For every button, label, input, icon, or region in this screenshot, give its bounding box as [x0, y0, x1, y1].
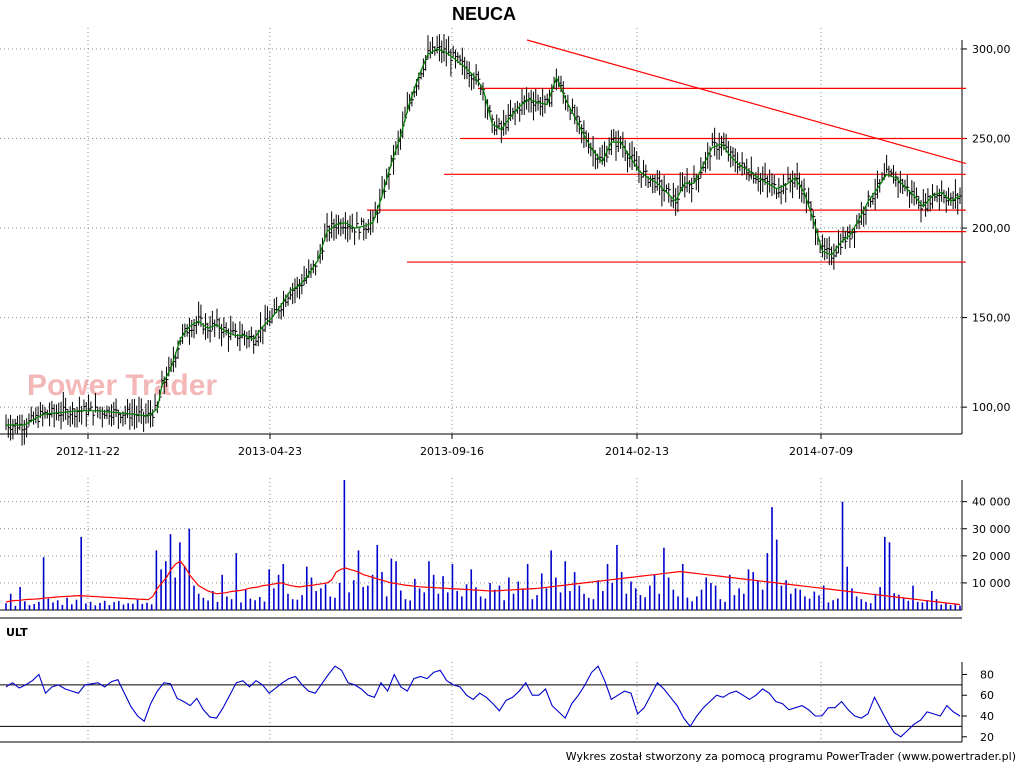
ult-panel: ULT 20 40 60 80 — [0, 626, 994, 744]
price-y-tick-label: 100,00 — [972, 401, 1011, 414]
price-line — [6, 48, 961, 426]
ult-label: ULT — [6, 626, 28, 639]
volume-y-tick-label: 20 000 — [972, 550, 1011, 563]
price-y-tick-label: 300,00 — [972, 43, 1011, 56]
ult-reference-lines — [0, 684, 962, 727]
ult-y-ticks: 20 40 60 80 — [962, 668, 994, 744]
ult-line — [5, 665, 961, 738]
ult-grid — [87, 662, 822, 742]
trendline-diagonal — [526, 39, 967, 165]
price-x-tick-label: 2014-02-13 — [605, 445, 669, 458]
volume-y-tick-label: 10 000 — [972, 577, 1011, 590]
volume-panel: 10 000 20 000 30 000 40 000 — [0, 478, 1011, 619]
volume-y-tick-label: 30 000 — [972, 523, 1011, 536]
price-y-tick-label: 150,00 — [972, 312, 1011, 325]
watermark-text: Power Trader — [27, 369, 217, 402]
price-x-tick-label: 2014-07-09 — [789, 445, 853, 458]
ult-y-tick-label: 80 — [980, 668, 994, 681]
price-x-tick-label: 2013-09-16 — [420, 445, 484, 458]
price-panel: 100,00 150,00 200,00 250,00 300,00 2012-11-2… — [0, 28, 1011, 458]
price-y-tick-label: 200,00 — [972, 222, 1011, 235]
volume-bars — [5, 480, 961, 610]
trendlines — [367, 39, 967, 263]
chart-title: NEUCA — [452, 4, 516, 24]
ult-y-tick-label: 60 — [980, 689, 994, 702]
volume-y-tick-label: 40 000 — [972, 496, 1011, 509]
price-y-ticks: 100,00 150,00 200,00 250,00 300,00 — [962, 43, 1011, 414]
volume-ma-line — [5, 560, 961, 606]
footer-credit: Wykres został stworzony za pomocą progra… — [566, 750, 1016, 763]
ult-y-tick-label: 20 — [980, 731, 994, 744]
price-x-ticks: 2012-11-22 2013-04-23 2013-09-16 2014-02-13… — [56, 434, 853, 458]
volume-y-ticks: 10 000 20 000 30 000 40 000 — [962, 496, 1011, 590]
watermark-logo: Power Trader — [27, 369, 217, 402]
ult-y-tick-label: 40 — [980, 710, 994, 723]
price-y-tick-label: 250,00 — [972, 133, 1011, 146]
price-x-tick-label: 2013-04-23 — [238, 445, 302, 458]
price-x-tick-label: 2012-11-22 — [56, 445, 120, 458]
